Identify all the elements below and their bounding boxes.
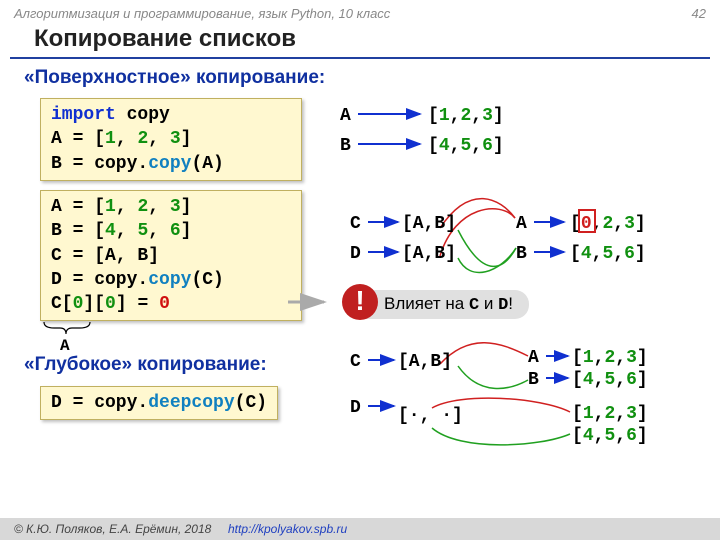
svg-text:B: B <box>516 244 527 264</box>
svg-text:[1,2,3]: [1,2,3] <box>572 348 648 368</box>
svg-text:[A,B]: [A,B] <box>398 352 452 372</box>
slide-footer: © К.Ю. Поляков, Е.А. Ерёмин, 2018 http:/… <box>0 518 720 540</box>
page-number: 42 <box>692 6 706 21</box>
svg-text:[4,5,6]: [4,5,6] <box>428 136 504 156</box>
svg-text:[1,2,3]: [1,2,3] <box>572 404 648 424</box>
diagram-shallow-1: A [1,2,3] B [4,5,6] <box>320 98 580 168</box>
subtitle-shallow: «Поверхностное» копирование: <box>0 65 720 91</box>
svg-text:[A,B]: [A,B] <box>402 214 456 234</box>
footer-url[interactable]: http://kpolyakov.spb.ru <box>228 522 347 536</box>
svg-text:A: A <box>340 106 351 126</box>
brace-a: A <box>40 320 120 356</box>
svg-text:[·, ·]: [·, ·] <box>398 406 463 426</box>
svg-text:A: A <box>516 214 527 234</box>
warning-icon: ! <box>342 284 378 320</box>
svg-text:[A,B]: [A,B] <box>402 244 456 264</box>
code-box-3: D = copy.deepcopy(C) <box>40 386 278 420</box>
svg-text:D: D <box>350 244 361 264</box>
slide-header: Алгоритмизация и программирование, язык … <box>0 0 720 23</box>
code-box-2: A = [1, 2, 3] B = [4, 5, 6] C = [A, B] D… <box>40 190 302 321</box>
svg-text:[4,5,6]: [4,5,6] <box>572 426 648 446</box>
svg-text:A: A <box>528 348 539 368</box>
svg-text:C: C <box>350 214 361 234</box>
code-box-1: import copy A = [1, 2, 3] B = copy.copy(… <box>40 98 302 181</box>
diagram-shallow-2: C [A,B] D [A,B] A [0,2,3] B [4,5,6] <box>340 188 710 298</box>
warning-note: ! Влияет на C и D! <box>350 290 529 319</box>
svg-text:B: B <box>340 136 351 156</box>
svg-text:C: C <box>350 352 361 372</box>
footer-credits: © К.Ю. Поляков, Е.А. Ерёмин, 2018 <box>14 522 211 536</box>
subtitle-deep: «Глубокое» копирование: <box>0 352 291 378</box>
slide-title: Копирование списков <box>10 23 710 59</box>
header-course: Алгоритмизация и программирование, язык … <box>14 6 390 21</box>
svg-text:B: B <box>528 370 539 390</box>
arrow-to-note <box>286 290 330 314</box>
svg-text:[1,2,3]: [1,2,3] <box>428 106 504 126</box>
svg-text:D: D <box>350 398 361 418</box>
svg-text:[4,5,6]: [4,5,6] <box>572 370 648 390</box>
svg-text:[4,5,6]: [4,5,6] <box>570 244 646 264</box>
diagram-deep: C [A,B] D [·, ·] A [1,2,3] B [4,5,6] [1,… <box>340 342 710 482</box>
